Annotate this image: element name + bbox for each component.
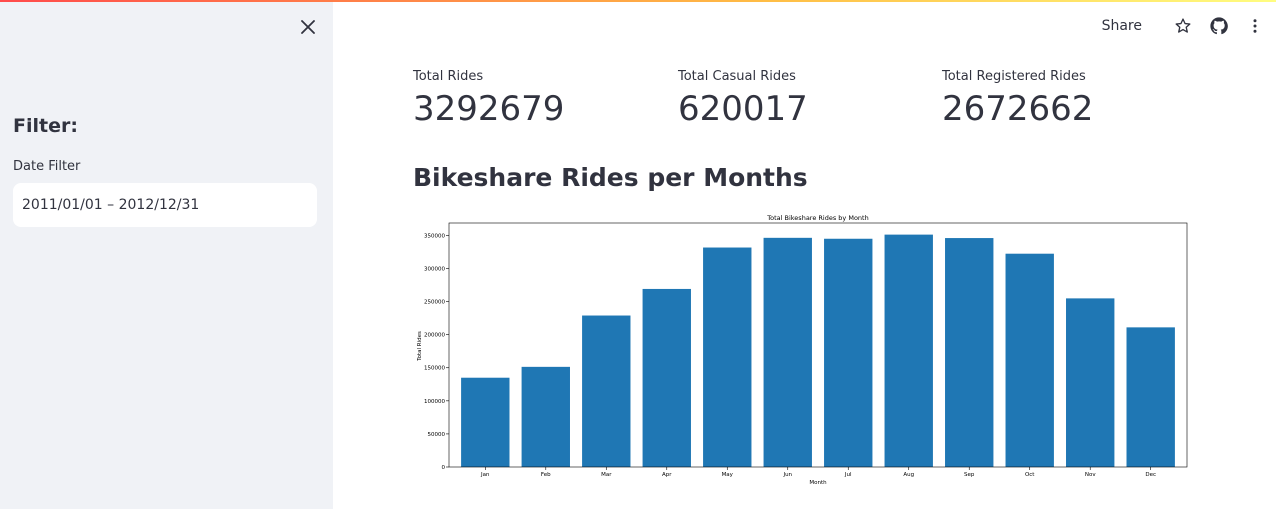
bar-may	[703, 247, 752, 467]
close-icon	[301, 20, 315, 34]
share-button[interactable]: Share	[1101, 18, 1142, 34]
github-icon	[1210, 17, 1228, 35]
x-tick-label: Nov	[1085, 472, 1096, 478]
x-tick-label: Jul	[844, 472, 852, 478]
bar-dec	[1126, 327, 1175, 467]
x-tick-label: Apr	[662, 472, 672, 478]
x-tick-label: Oct	[1025, 472, 1035, 478]
main-menu-button[interactable]	[1244, 15, 1266, 37]
x-tick-label: Aug	[903, 472, 914, 478]
chart-xlabel: Month	[809, 480, 827, 486]
y-tick-label: 0	[442, 465, 446, 471]
x-tick-label: Mar	[601, 472, 612, 478]
x-tick-label: Jan	[480, 472, 490, 478]
x-tick-label: Jun	[782, 472, 792, 478]
bar-apr	[642, 288, 691, 467]
bar-sep	[945, 238, 994, 467]
more-vert-icon	[1253, 19, 1257, 33]
bar-chart: Total Bikeshare Rides by Month Month Tot…	[417, 214, 1188, 486]
date-filter-value: 2011/01/01 – 2012/12/31	[22, 197, 200, 213]
bar-jun	[763, 237, 812, 467]
metric-value: 2672662	[942, 89, 1094, 129]
bar-jan	[461, 377, 510, 467]
y-tick-label: 350000	[424, 233, 445, 239]
metric-total-rides: Total Rides 3292679	[413, 69, 564, 129]
star-button[interactable]	[1172, 15, 1194, 37]
date-filter-label: Date Filter	[13, 159, 81, 174]
section-title: Bikeshare Rides per Months	[413, 163, 808, 192]
chart-container: Total Bikeshare Rides by Month Month Tot…	[413, 210, 1203, 505]
metric-label: Total Rides	[413, 69, 484, 84]
date-filter-input[interactable]: 2011/01/01 – 2012/12/31	[13, 183, 317, 227]
bar-nov	[1066, 298, 1115, 467]
bar-feb	[521, 366, 570, 467]
metric-label: Total Casual Rides	[678, 69, 796, 84]
close-sidebar-button[interactable]	[296, 15, 320, 39]
metric-value: 3292679	[413, 89, 565, 129]
y-tick-label: 300000	[424, 266, 445, 272]
x-tick-label: May	[722, 472, 734, 478]
y-tick-label: 100000	[424, 399, 445, 405]
chart-title: Total Bikeshare Rides by Month	[766, 214, 868, 222]
bar-oct	[1005, 253, 1054, 467]
x-tick-label: Dec	[1145, 472, 1156, 478]
chart-ylabel: Total Rides	[417, 331, 423, 362]
metric-label: Total Registered Rides	[942, 69, 1086, 84]
metric-total-casual-rides: Total Casual Rides 620017	[678, 69, 808, 129]
top-decoration-bar	[0, 0, 1276, 2]
star-icon	[1175, 18, 1191, 33]
y-tick-label: 200000	[424, 333, 445, 339]
plot-frame	[448, 222, 1188, 468]
bar-mar	[582, 315, 631, 467]
plot-area: 0 50000 100000 150000 200000 250000 300000 3500…	[424, 222, 1188, 478]
github-button[interactable]	[1208, 15, 1230, 37]
bar-aug	[884, 234, 933, 467]
header-toolbar: Share	[1102, 14, 1266, 38]
y-tick-label: 250000	[424, 300, 445, 306]
bar-jul	[824, 238, 873, 467]
y-tick-label: 50000	[428, 432, 446, 438]
metric-total-registered-rides: Total Registered Rides 2672662	[942, 69, 1093, 129]
x-tick-label: Feb	[541, 472, 551, 478]
sidebar: Filter: Date Filter 2011/01/01 – 2012/12…	[0, 0, 333, 509]
filter-heading: Filter:	[13, 115, 78, 137]
y-tick-label: 150000	[424, 366, 445, 372]
x-tick-label: Sep	[964, 472, 975, 478]
metric-value: 620017	[678, 89, 808, 129]
